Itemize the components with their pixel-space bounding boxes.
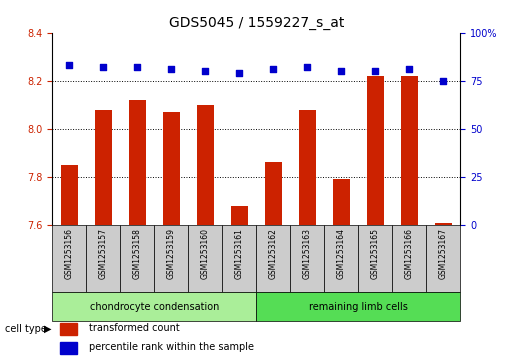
Text: GSM1253165: GSM1253165 [371,228,380,280]
Point [167,66,175,72]
Bar [86,225,120,292]
Text: GSM1253158: GSM1253158 [133,228,142,279]
Bar [61,323,77,335]
Bar [333,179,350,225]
Bar [435,223,452,225]
Text: GSM1253159: GSM1253159 [167,228,176,280]
Bar [188,225,222,292]
Point [405,66,413,72]
Point [371,68,379,74]
Point [337,68,345,74]
Bar [52,292,256,321]
Text: GSM1253164: GSM1253164 [337,228,346,280]
Bar [120,225,154,292]
Bar [426,225,460,292]
Bar [401,76,418,225]
Bar [61,342,77,354]
Text: remaining limb cells: remaining limb cells [309,302,408,312]
Bar [358,225,392,292]
Point [439,78,448,83]
Point [201,68,209,74]
Point [269,66,277,72]
Bar [392,225,426,292]
Bar [299,110,316,225]
Bar [52,225,86,292]
Text: GSM1253162: GSM1253162 [269,228,278,279]
Bar [61,165,78,225]
Bar [290,225,324,292]
Bar [231,206,248,225]
Text: GSM1253157: GSM1253157 [99,228,108,280]
Bar [154,225,188,292]
Bar [367,76,384,225]
Bar [265,163,282,225]
Text: GSM1253156: GSM1253156 [65,228,74,280]
Text: percentile rank within the sample: percentile rank within the sample [89,342,254,352]
Point [99,64,108,70]
Text: GSM1253161: GSM1253161 [235,228,244,279]
Bar [256,292,460,321]
Point [303,64,311,70]
Text: GSM1253163: GSM1253163 [303,228,312,280]
Text: ▶: ▶ [44,323,52,334]
Bar [163,112,180,225]
Text: GSM1253166: GSM1253166 [405,228,414,280]
Text: GSM1253160: GSM1253160 [201,228,210,280]
Text: transformed count: transformed count [89,323,180,333]
Title: GDS5045 / 1559227_s_at: GDS5045 / 1559227_s_at [168,16,344,30]
Point [65,62,73,68]
Bar [324,225,358,292]
Bar [129,100,146,225]
Text: GSM1253167: GSM1253167 [439,228,448,280]
Bar [256,225,290,292]
Text: cell type: cell type [5,323,47,334]
Bar [197,105,214,225]
Point [133,64,141,70]
Bar [95,110,112,225]
Text: chondrocyte condensation: chondrocyte condensation [89,302,219,312]
Bar [222,225,256,292]
Point [235,70,243,76]
